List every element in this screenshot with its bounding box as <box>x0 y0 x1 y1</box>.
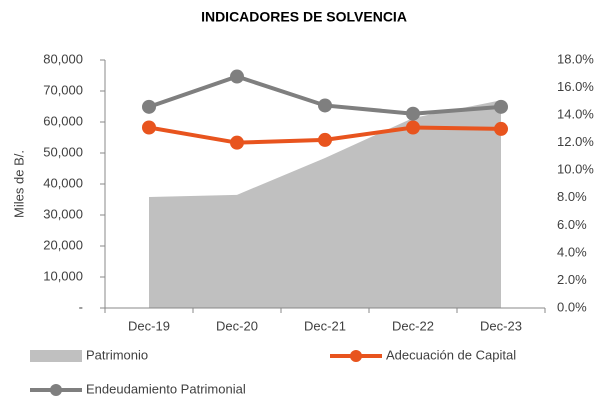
marker <box>318 98 332 113</box>
y-axis-label: Miles de B/. <box>11 150 26 218</box>
marker <box>142 120 156 135</box>
marker <box>230 69 244 84</box>
marker <box>230 135 244 150</box>
y-tick-label: 50,000 <box>43 144 83 159</box>
marker <box>406 106 420 121</box>
x-tick-label: Dec-23 <box>480 318 522 333</box>
marker <box>318 132 332 147</box>
y-tick-label: - <box>79 299 83 314</box>
legend-label: Patrimonio <box>86 347 148 362</box>
y2-tick-label: 18.0% <box>557 51 594 66</box>
x-tick-label: Dec-19 <box>128 318 170 333</box>
y-tick-label: 10,000 <box>43 268 83 283</box>
area <box>149 100 501 308</box>
marker <box>142 99 156 114</box>
y2-tick-label: 0.0% <box>557 299 587 314</box>
y2-tick-label: 16.0% <box>557 79 594 94</box>
y2-tick-label: 12.0% <box>557 134 594 149</box>
y-tick-label: 40,000 <box>43 175 83 190</box>
chart-title: INDICADORES DE SOLVENCIA <box>201 9 407 25</box>
y-tick-label: 80,000 <box>43 51 83 66</box>
y-tick-label: 70,000 <box>43 82 83 97</box>
marker <box>494 99 508 114</box>
y2-tick-label: 14.0% <box>557 107 594 122</box>
y2-tick-label: 8.0% <box>557 189 587 204</box>
x-tick-label: Dec-21 <box>304 318 346 333</box>
y2-tick-label: 4.0% <box>557 244 587 259</box>
marker <box>494 121 508 136</box>
legend-swatch <box>30 350 82 362</box>
y2-tick-label: 6.0% <box>557 217 587 232</box>
y-tick-label: 30,000 <box>43 206 83 221</box>
y2-tick-label: 10.0% <box>557 162 594 177</box>
x-tick-label: Dec-20 <box>216 318 258 333</box>
marker <box>406 120 420 135</box>
y-tick-label: 60,000 <box>43 113 83 128</box>
y-tick-label: 20,000 <box>43 237 83 252</box>
y2-tick-label: 2.0% <box>557 272 587 287</box>
x-tick-label: Dec-22 <box>392 318 434 333</box>
legend-label: Endeudamiento Patrimonial <box>86 381 246 396</box>
legend-marker <box>50 384 62 396</box>
legend-marker <box>350 350 362 362</box>
legend-label: Adecuación de Capital <box>386 347 516 362</box>
